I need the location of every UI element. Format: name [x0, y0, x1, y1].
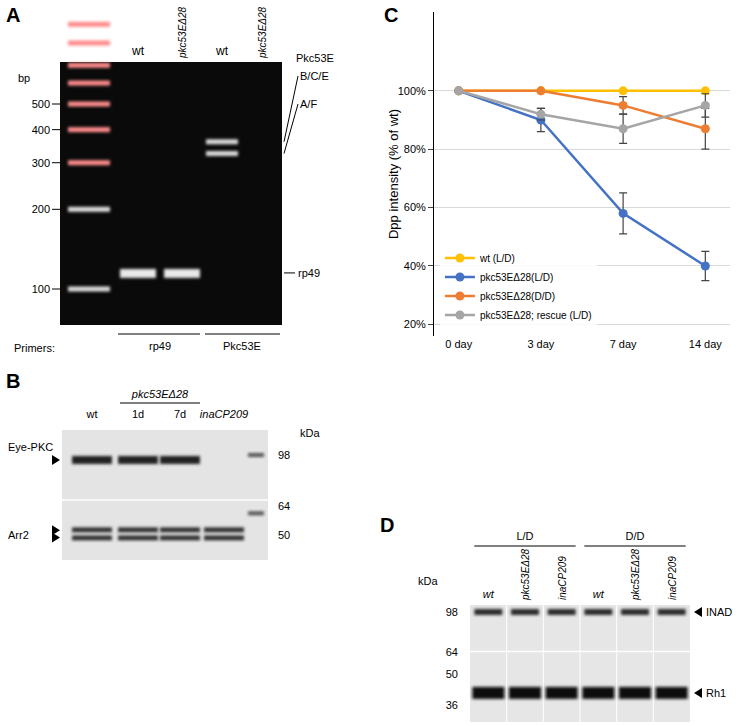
svg-text:pkc53EΔ28: pkc53EΔ28 [131, 388, 189, 400]
svg-text:20%: 20% [404, 318, 426, 330]
svg-text:D/D: D/D [626, 530, 645, 542]
svg-text:wt: wt [483, 588, 495, 600]
svg-text:C: C [384, 4, 398, 26]
svg-text:100%: 100% [398, 85, 426, 97]
svg-text:50: 50 [446, 668, 458, 680]
svg-text:200: 200 [32, 203, 50, 215]
svg-text:98: 98 [278, 449, 290, 461]
svg-text:3 day: 3 day [527, 338, 554, 350]
svg-text:Eye-PKC: Eye-PKC [8, 441, 53, 453]
svg-text:0 day: 0 day [445, 338, 472, 350]
svg-text:1d: 1d [132, 408, 144, 420]
svg-text:kDa: kDa [300, 427, 320, 439]
svg-text:wt: wt [215, 44, 229, 58]
svg-text:98: 98 [446, 606, 458, 618]
svg-text:A: A [6, 4, 20, 26]
svg-text:pkc53EΔ28(L/D): pkc53EΔ28(L/D) [480, 272, 553, 283]
svg-text:64: 64 [446, 646, 458, 658]
svg-text:50: 50 [278, 529, 290, 541]
svg-text:100: 100 [32, 283, 50, 295]
svg-text:80%: 80% [404, 143, 426, 155]
svg-text:INAD: INAD [706, 606, 732, 618]
svg-text:kDa: kDa [418, 575, 438, 587]
svg-text:36: 36 [446, 699, 458, 711]
svg-text:rp49: rp49 [149, 340, 171, 352]
svg-text:400: 400 [32, 124, 50, 136]
svg-text:bp: bp [18, 72, 30, 84]
svg-text:wt: wt [86, 408, 98, 420]
svg-text:Primers:: Primers: [14, 342, 55, 354]
svg-text:B/C/E: B/C/E [300, 70, 329, 82]
svg-text:wt: wt [593, 588, 605, 600]
svg-text:wt: wt [131, 44, 145, 58]
svg-text:pkc53EΔ28: pkc53EΔ28 [520, 548, 531, 601]
svg-text:500: 500 [32, 98, 50, 110]
svg-text:pkc53EΔ28: pkc53EΔ28 [257, 6, 268, 59]
svg-text:Rh1: Rh1 [706, 687, 726, 699]
svg-text:pkc53EΔ28: pkc53EΔ28 [630, 548, 641, 601]
svg-text:40%: 40% [404, 260, 426, 272]
svg-text:pkc53EΔ28; rescue (L/D): pkc53EΔ28; rescue (L/D) [480, 310, 592, 321]
svg-text:B: B [6, 370, 20, 392]
svg-text:7 day: 7 day [610, 338, 637, 350]
svg-text:14 day: 14 day [689, 338, 723, 350]
svg-text:rp49: rp49 [298, 267, 320, 279]
svg-text:wt (L/D): wt (L/D) [479, 253, 515, 264]
svg-text:60%: 60% [404, 201, 426, 213]
svg-text:inaCP209: inaCP209 [557, 556, 568, 600]
svg-text:A/F: A/F [300, 98, 317, 110]
svg-text:Dpp intensity (% of wt): Dpp intensity (% of wt) [386, 109, 401, 239]
svg-text:300: 300 [32, 157, 50, 169]
svg-text:pkc53EΔ28(D/D): pkc53EΔ28(D/D) [480, 291, 555, 302]
svg-text:Pkc53E: Pkc53E [296, 52, 334, 64]
svg-text:inaCP209: inaCP209 [200, 408, 248, 420]
svg-text:L/D: L/D [516, 530, 533, 542]
svg-text:64: 64 [278, 500, 290, 512]
svg-text:Arr2: Arr2 [8, 529, 29, 541]
svg-text:D: D [380, 514, 394, 536]
svg-text:inaCP209: inaCP209 [667, 556, 678, 600]
svg-text:pkc53EΔ28: pkc53EΔ28 [177, 6, 188, 59]
svg-text:Pkc53E: Pkc53E [223, 340, 261, 352]
svg-text:7d: 7d [174, 408, 186, 420]
